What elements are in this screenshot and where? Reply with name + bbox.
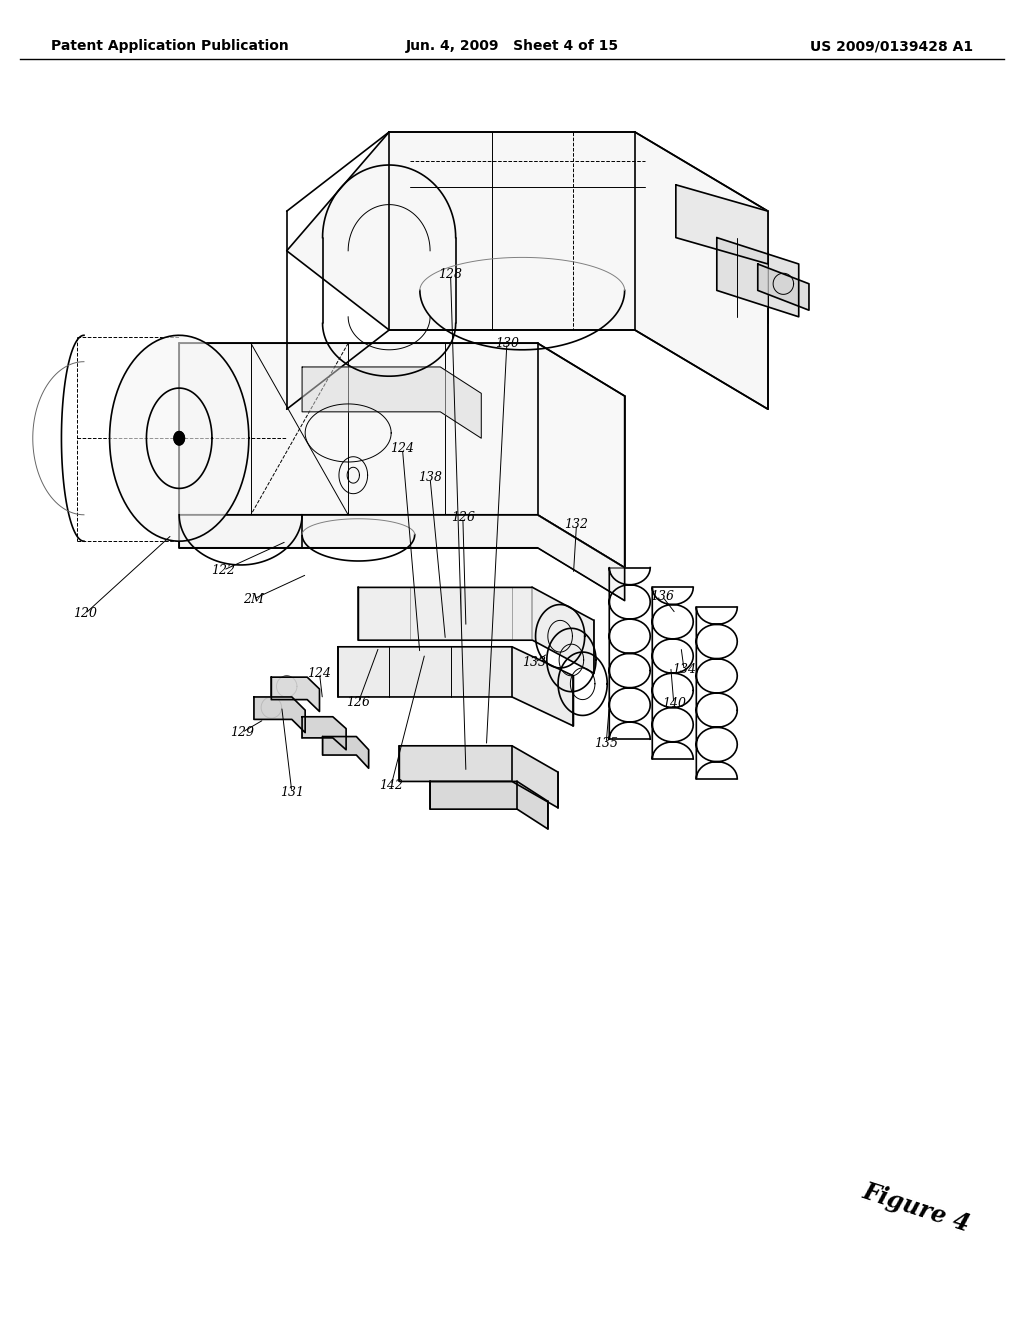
Polygon shape — [254, 697, 305, 733]
Text: 134: 134 — [672, 663, 696, 676]
Polygon shape — [758, 264, 809, 310]
Text: 142: 142 — [379, 779, 403, 792]
Polygon shape — [302, 717, 346, 750]
Text: US 2009/0139428 A1: US 2009/0139428 A1 — [810, 40, 973, 53]
Text: 132: 132 — [564, 517, 589, 531]
Polygon shape — [287, 132, 768, 409]
Text: 130: 130 — [495, 337, 519, 350]
Text: 131: 131 — [280, 785, 304, 799]
Polygon shape — [110, 335, 249, 541]
Text: 2M: 2M — [243, 593, 263, 606]
Text: 126: 126 — [346, 696, 371, 709]
Text: 136: 136 — [650, 590, 675, 603]
Polygon shape — [676, 185, 768, 264]
Polygon shape — [399, 746, 558, 808]
Text: 120: 120 — [73, 607, 97, 620]
Text: Figure 4: Figure 4 — [860, 1179, 973, 1237]
Text: 129: 129 — [229, 726, 254, 739]
Polygon shape — [179, 343, 625, 568]
Text: 124: 124 — [307, 667, 332, 680]
Text: 135: 135 — [594, 737, 618, 750]
Text: Patent Application Publication: Patent Application Publication — [51, 40, 289, 53]
Text: 140: 140 — [662, 697, 686, 710]
Polygon shape — [430, 781, 548, 829]
Text: 133: 133 — [522, 656, 547, 669]
Text: 124: 124 — [390, 442, 415, 455]
Polygon shape — [358, 587, 594, 673]
Text: 122: 122 — [211, 564, 236, 577]
Polygon shape — [323, 737, 369, 768]
Text: 128: 128 — [438, 268, 463, 281]
Polygon shape — [717, 238, 799, 317]
Text: 126: 126 — [451, 511, 475, 524]
Text: 138: 138 — [418, 471, 442, 484]
Polygon shape — [179, 515, 625, 601]
Polygon shape — [302, 367, 481, 438]
Text: Jun. 4, 2009   Sheet 4 of 15: Jun. 4, 2009 Sheet 4 of 15 — [406, 40, 618, 53]
Polygon shape — [174, 432, 184, 445]
Polygon shape — [338, 647, 573, 726]
Polygon shape — [271, 677, 319, 711]
